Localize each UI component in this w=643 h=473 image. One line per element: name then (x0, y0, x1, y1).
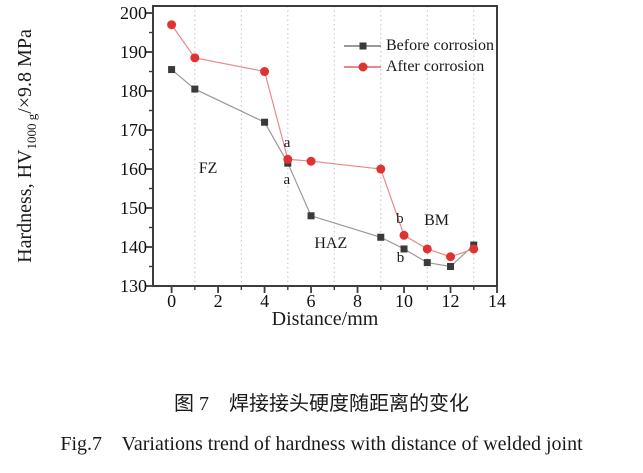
data-point-before (307, 212, 315, 220)
data-point-after (399, 230, 409, 240)
data-point-after (306, 156, 316, 166)
point-label-a: a (283, 135, 291, 152)
data-point-after (469, 244, 479, 254)
legend-label-before: Before corrosion (386, 36, 494, 54)
y-axis-title-main: Hardness, HV (14, 149, 36, 263)
data-point-before (168, 66, 176, 74)
data-point-after (167, 20, 177, 30)
y-tick-label: 180 (120, 81, 147, 101)
caption-chinese: 图 7 焊接接头硬度随距离的变化 (174, 393, 469, 415)
y-tick-label: 190 (120, 42, 147, 63)
data-point-before (377, 233, 385, 241)
x-tick-label: 10 (395, 291, 414, 311)
x-tick-label: 4 (260, 291, 270, 311)
data-point-before (447, 263, 455, 271)
y-tick-label: 200 (120, 3, 147, 24)
legend-sample-before (344, 40, 381, 52)
legend: Before corrosion After corrosion (344, 35, 494, 77)
y-axis-title-subscript: 1000 g (24, 113, 39, 150)
data-point-after (260, 67, 270, 77)
series-line-before (171, 69, 475, 268)
y-tick-label: 130 (120, 276, 147, 296)
y-tick-label: 170 (120, 120, 147, 140)
data-point-after (422, 244, 432, 254)
x-tick-label: 0 (167, 291, 177, 311)
hardness-vs-distance-plot (146, 5, 498, 293)
y-tick-label: 150 (120, 198, 147, 218)
x-tick-label: 6 (306, 291, 316, 311)
y-axis-title: Hardness, HV1000 g/×9.8 MPa (14, 0, 40, 296)
legend-label-after: After corrosion (386, 57, 485, 75)
data-point-before (191, 85, 199, 93)
x-axis-title: Distance/mm (271, 308, 379, 330)
x-tick-label: 14 (488, 291, 506, 311)
x-tick-label: 12 (441, 291, 460, 311)
zone-label-bm: BM (424, 211, 450, 229)
data-point-before (400, 245, 408, 253)
legend-sample-after (344, 61, 381, 73)
data-point-after (190, 53, 200, 63)
y-tick-label: 140 (120, 237, 147, 257)
y-axis-title-rest: /×9.8 MPa (14, 29, 36, 114)
x-tick-label: 8 (353, 291, 363, 311)
point-label-b: b (396, 249, 405, 266)
data-point-before (261, 118, 269, 126)
y-tick-label: 160 (120, 159, 147, 179)
data-point-after (283, 154, 293, 164)
square-marker-icon (359, 42, 366, 49)
data-point-before (423, 259, 431, 267)
plot-border (152, 5, 498, 287)
circle-marker-icon (358, 62, 367, 71)
legend-item-after-corrosion: After corrosion (344, 56, 494, 77)
zone-label-fz: FZ (198, 160, 218, 177)
legend-item-before-corrosion: Before corrosion (344, 35, 494, 56)
data-point-after (376, 164, 386, 174)
point-label-b: b (396, 210, 404, 227)
data-point-after (446, 252, 456, 262)
zone-label-haz: HAZ (314, 234, 348, 252)
caption-english: Fig.7 Variations trend of hardness with … (60, 433, 583, 455)
series-line-after (171, 24, 474, 258)
point-label-a: a (283, 171, 291, 188)
x-tick-label: 2 (213, 291, 223, 311)
